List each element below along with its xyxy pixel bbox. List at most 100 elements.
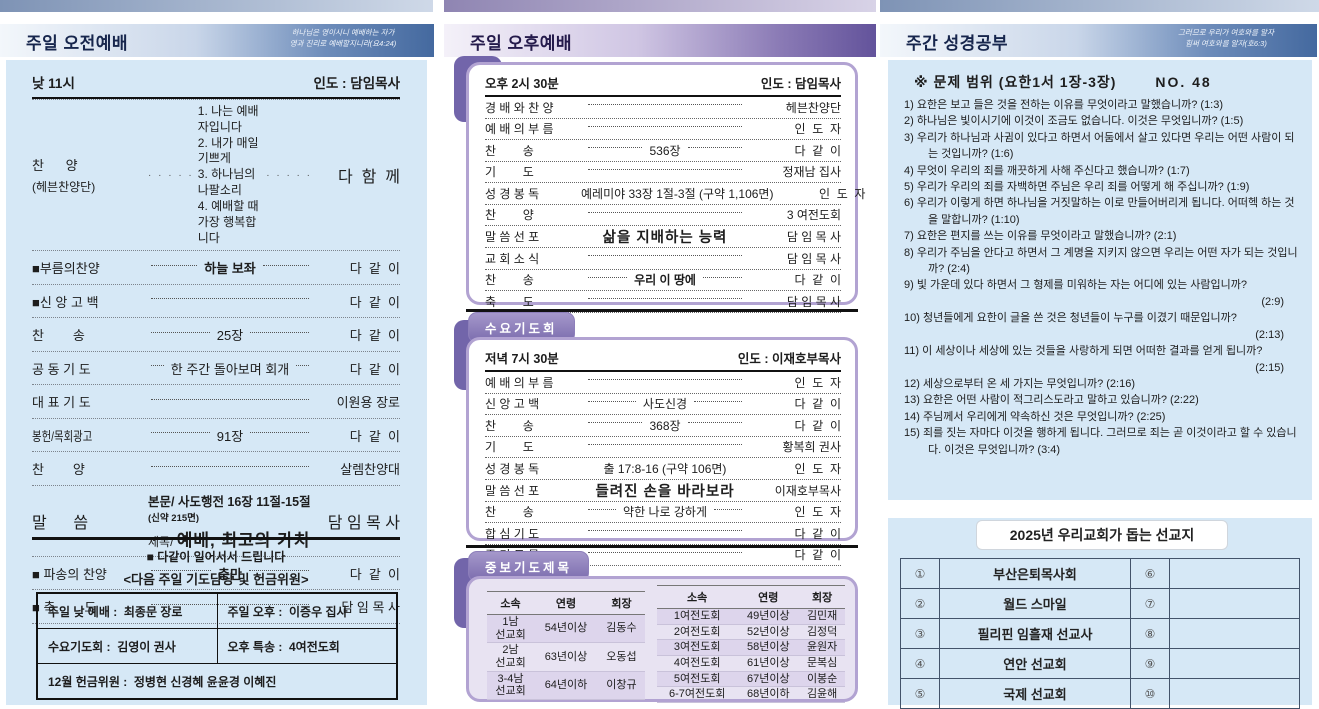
service-item-content: 368장 (649, 418, 681, 433)
group-cell: 2여전도회 (657, 624, 738, 641)
question-range-title: ※ 문제 범위 (요한1서 1장-3장) NO. 48 (914, 72, 1212, 92)
service-participant: 담 임 목 사 (786, 230, 841, 244)
leader-dots (250, 431, 310, 434)
morning-leader: 인도 : 담임목사 (313, 76, 400, 91)
mission-row: ③ 필리핀 임흘재 선교사 ⑧ (900, 618, 1300, 649)
morning-rows: 찬 양 (헤븐찬양단) · · · · · 1. 나는 예배자입니다 2. 내가 매일 … (32, 99, 400, 624)
sermon-title: 예배, 최고의 가치 (176, 530, 311, 550)
group-cell: 김정덕 (799, 624, 845, 641)
service-participant: 다 같 이 (794, 397, 842, 412)
service-row: 성 경 봉 독 출 17:8-16 (구약 106면) 인 도 자 (485, 458, 841, 480)
service-item-label: 찬 양 (485, 208, 534, 223)
group-cell: 5여전도회 (657, 671, 738, 688)
leader-dots (588, 508, 617, 510)
group-cell: 김윤해 (799, 686, 845, 703)
service-participant: 인 도 자 (794, 122, 841, 137)
service-participant: 다 같 이 (349, 328, 401, 344)
song-title: 3. 하나님의 나팔소리 (197, 167, 256, 198)
mission-row: ① 부산은퇴목사회 ⑥ (900, 558, 1300, 589)
intercession-men-table: 소속 연령 회장 1남 선교회 54년이상 김동수 2남 선교회 63년이상 오동섭 3-4남 선교회 6… (487, 591, 645, 700)
service-item-label: 공 동 기 도 (32, 361, 91, 377)
top-strip (444, 0, 876, 12)
wednesday-time-row: 저녁 7시 30분 인도 : 이재호부목사 (485, 348, 841, 372)
afternoon-time: 오후 2시 30분 (485, 77, 559, 91)
mission-row: ② 월드 스마일 ⑦ (900, 588, 1300, 619)
top-strip (880, 0, 1319, 12)
service-row: 찬 송 536장 다 같 이 (485, 140, 841, 162)
service-participant: 인 도 자 (794, 375, 841, 390)
mission-name: 부산은퇴목사회 (939, 558, 1131, 589)
service-item-label: 교 회 소 식 (485, 251, 540, 266)
service-participant: 인 도 자 (818, 186, 866, 201)
leader-dots (151, 431, 210, 434)
service-row: 찬 양 3 여전도회 (485, 205, 841, 226)
leader-dots (151, 364, 164, 367)
group-cell: 58년이상 (737, 639, 800, 656)
morning-time: 낮 11시 (32, 76, 75, 91)
afternoon-title: 주일 오후예배 (470, 34, 573, 53)
service-participant: 이재호부목사 (774, 483, 841, 498)
group-cell: 김민재 (799, 608, 845, 625)
group-cell: 1여전도회 (657, 608, 738, 625)
service-item-label: 성 경 봉 독 (485, 461, 540, 476)
sermon-passage: 본문/ 사도행전 16장 11절-15절 (신약 215면) (148, 491, 316, 524)
group-cell: 63년이상 (534, 642, 598, 672)
question-text: 14) 주님께서 우리에게 약속하신 것은 무엇입니까? (2:25) (904, 410, 1166, 423)
service-participant: 황복희 권사 (782, 440, 841, 455)
service-item-content: 우리 이 땅에 (634, 273, 696, 288)
leader-dots (151, 465, 309, 467)
service-participant: 다 함 께 (338, 169, 400, 187)
leader-dots (588, 443, 742, 445)
praise-song-list: 1. 나는 예배자입니다 2. 내가 매일 기쁘게 3. 하나님의 나팔소리 4. 예… (198, 104, 262, 246)
service-row: 봉헌/목회광고 91장 다 같 이 (32, 419, 400, 453)
question-text: 12) 세상으로부터 온 세 가지는 무엇입니까? (2:16) (904, 377, 1136, 390)
group-cell: 3여전도회 (657, 639, 738, 656)
group-cell: 4여전도회 (657, 655, 738, 672)
leader-dots (694, 400, 743, 402)
leader-dots (588, 551, 742, 553)
group-cell: 오동섭 (597, 642, 645, 672)
service-item-label: 예 배 의 부 름 (485, 375, 554, 390)
service-participant: 인 도 자 (794, 505, 842, 520)
issue-number: NO. 48 (1155, 74, 1212, 90)
table-header-row: 소속 연령 회장 (657, 585, 845, 609)
group-row: 2남 선교회 63년이상 오동섭 (487, 642, 645, 672)
praise-row: 찬 양 (헤븐찬양단) · · · · · 1. 나는 예배자입니다 2. 내가 매일 … (32, 100, 400, 252)
service-item-label: 찬 송 (485, 143, 534, 158)
column-header: 연령 (737, 585, 800, 609)
group-row: 6-7여전도회 68년이하 김윤해 (657, 686, 845, 703)
mission-number: ⑧ (1130, 618, 1170, 649)
question-text: 4) 무엇이 우리의 죄를 깨끗하게 사해 주신다고 했습니까? (1:7) (904, 164, 1190, 177)
service-item-label: ■부름의찬양 (32, 261, 100, 277)
service-participant: 살렘찬양대 (340, 462, 400, 478)
afternoon-worship-panel: 주일 오후예배 오후 2시 30분 인도 : 담임목사 경 배 와 찬 양 헤븐찬… (440, 0, 880, 705)
mission-number: ⑦ (1130, 588, 1170, 619)
divider-line (32, 537, 400, 540)
wednesday-leader: 인도 : 이재호부목사 (737, 352, 841, 366)
service-item-label: 찬 양 (32, 462, 85, 478)
question-text: 13) 요한은 어떤 사람이 적그리스도라고 말하고 있습니까? (2:22) (904, 394, 1199, 407)
next-week-duty-table: 주일 낮 예배 : 최종문 장로 주일 오후 : 이증우 집사 수요기도회 : 김영… (36, 592, 398, 700)
leader-dots (588, 125, 742, 127)
service-item-label: 찬 송 (485, 418, 534, 433)
question-text: 9) 빛 가운데 있다 하면서 그 형제를 미워하는 자는 어디에 있는 사람입… (904, 279, 1247, 292)
service-row: 말 씀 선 포 삶을 지배하는 능력 담 임 목 사 (485, 226, 841, 248)
mission-number: ③ (900, 618, 940, 649)
duty-cell: 12월 헌금위원 : 정병현 신경혜 윤윤경 이혜진 (36, 663, 398, 700)
service-row: 신 앙 고 백 사도신경 다 같 이 (485, 394, 842, 415)
missions-title: 2025년 우리교회가 돕는 선교지 (976, 520, 1228, 550)
duty-row: 12월 헌금위원 : 정병현 신경혜 윤윤경 이혜진 (36, 663, 398, 700)
group-row: 4여전도회 61년이상 문복심 (657, 655, 845, 672)
group-cell: 이창규 (597, 671, 645, 700)
mission-row: ⑤ 국제 선교회 ⑩ (900, 678, 1300, 709)
service-row: 성 경 봉 독 예레미야 33장 1절-3절 (구약 1,106면) 인 도 자 (485, 183, 865, 205)
study-verse: 그러므로 우리가 여호와를 알자 힘써 여호와를 알자(호6:3) (1178, 28, 1274, 48)
group-row: 3-4남 선교회 64년이하 이창규 (487, 671, 645, 700)
group-cell: 61년이상 (737, 655, 800, 672)
group-cell: 김동수 (597, 614, 645, 644)
service-item-label: 말 씀 선 포 (485, 230, 540, 244)
service-item-content: 한 주간 돌아보며 회개 (170, 361, 290, 377)
mission-number: ⑥ (1130, 558, 1170, 589)
